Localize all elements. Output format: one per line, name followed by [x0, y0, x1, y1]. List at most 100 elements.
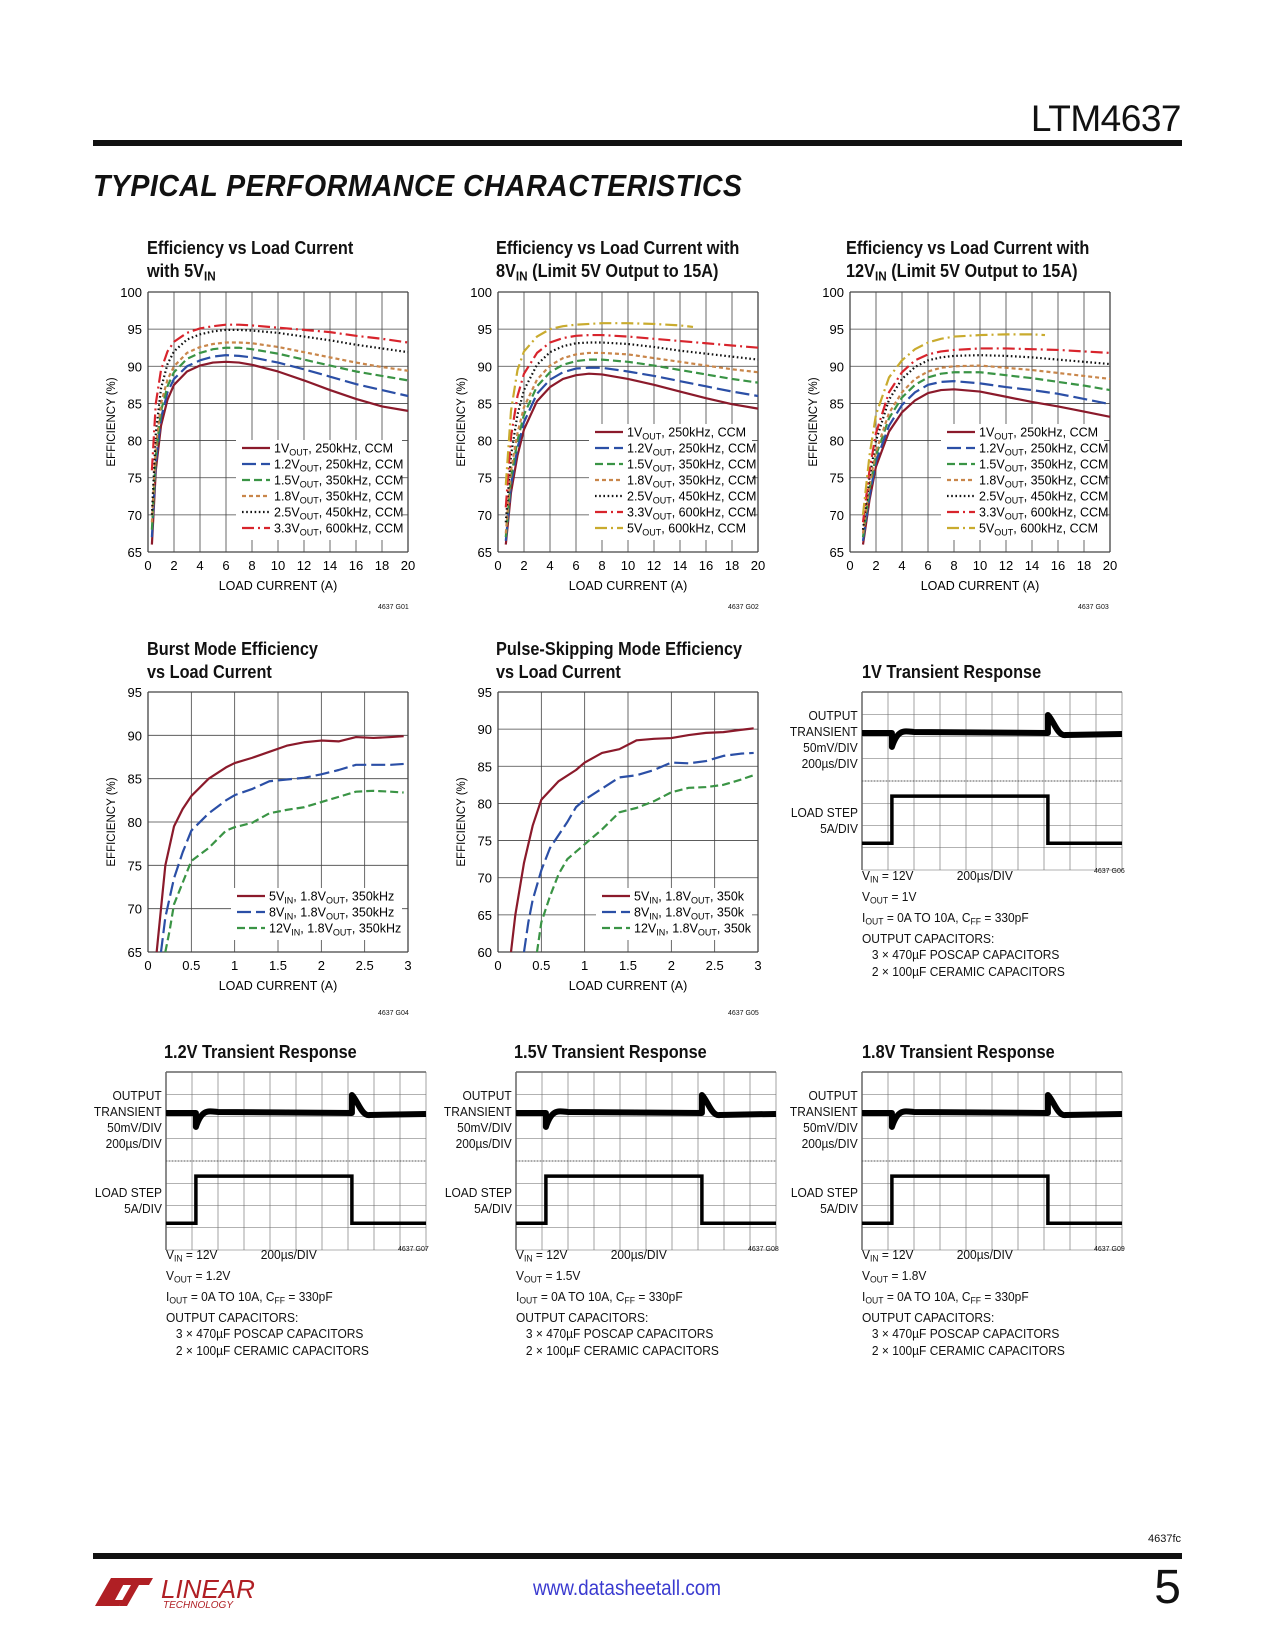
graph-id: 4637 G06 [1094, 868, 1125, 875]
iout-val: = 0A TO 10A, C [883, 909, 971, 925]
y-tick-label: 85 [830, 396, 844, 411]
x-tick-label: 0 [144, 958, 151, 973]
efficiency-chart: 0 0.5 1 1.5 2 2.5 3 60 65 70 75 80 85 90 95 5VIN, 1.8VO… [456, 685, 762, 993]
chart-title-line2: vs Load Current [147, 660, 318, 683]
caption-vout: VOUT = 1V [862, 889, 1065, 910]
series-line [150, 360, 409, 545]
y-axis-label: EFFICIENCY (%) [456, 777, 468, 866]
iout: I [862, 909, 866, 925]
caption-vin: VIN = 12V 200µs/DIV [166, 1247, 369, 1268]
y-axis-label: EFFICIENCY (%) [106, 377, 118, 466]
y-tick-label: 85 [128, 396, 142, 411]
caption-capacitors: 3 × 470µF POSCAP CAPACITORS [525, 1326, 714, 1342]
graph-id: 4637 G05 [728, 1010, 759, 1017]
x-tick-label: 16 [1051, 558, 1065, 573]
iout-val: = 0A TO 10A, C [537, 1288, 625, 1304]
y-tick-label: 70 [478, 871, 492, 886]
caption-capacitors: 2 × 100µF CERAMIC CAPACITORS [525, 1342, 719, 1358]
x-tick-label: 2 [520, 558, 527, 573]
scope-labels: LOAD STEP 5A/DIV [791, 1185, 858, 1217]
caption-vin: VIN = 12V 200µs/DIV [516, 1247, 719, 1268]
x-tick-label: 18 [1077, 558, 1091, 573]
legend-label: 3.3VOUT, 600kHz, CCM [979, 506, 1108, 522]
series-line [150, 346, 409, 530]
x-tick-label: 16 [699, 558, 713, 573]
legend-label: 1VOUT, 250kHz, CCM [274, 442, 393, 458]
scope-label: 200µs/DIV [455, 1136, 512, 1151]
legend-label: 2.5VOUT, 450kHz, CCM [627, 490, 756, 506]
series-line [504, 366, 759, 541]
scope-title: 1.2V Transient Response [164, 1041, 357, 1062]
series-line [504, 341, 759, 523]
y-tick-label: 65 [128, 545, 142, 560]
y-tick-label: 70 [478, 508, 492, 523]
chart-title: Pulse-Skipping Mode Efficiency vs Load Cu… [496, 637, 742, 683]
y-tick-label: 80 [128, 815, 142, 830]
x-axis-label: LOAD CURRENT (A) [219, 579, 338, 593]
legend-background [941, 424, 1104, 540]
scope-label: 50mV/DIV [457, 1120, 512, 1135]
scope-labels: OUTPUT TRANSIENT 50mV/DIV 200µs/DIV [790, 708, 858, 772]
chart-title-text: vs Load Current [496, 661, 621, 682]
caption-capacitors: 3 × 470µF POSCAP CAPACITORS [175, 1326, 364, 1342]
vout-val: = 1.2V [192, 1267, 231, 1283]
y-tick-label: 75 [128, 471, 142, 486]
scope-title: 1.8V Transient Response [862, 1041, 1055, 1062]
header-rule [93, 140, 1182, 146]
scope-label: 50mV/DIV [803, 740, 858, 755]
series-line [861, 371, 1111, 538]
legend-label: 8VIN, 1.8VOUT, 350kHz [269, 906, 394, 922]
legend-label: 5VIN, 1.8VOUT, 350k [634, 890, 745, 906]
iout-val: = 0A TO 10A, C [883, 1288, 971, 1304]
legend-background [236, 440, 402, 540]
chart-title-line2: 8VIN (Limit 5V Output to 15A) [496, 259, 739, 287]
y-tick-label: 85 [478, 759, 492, 774]
x-tick-label: 14 [323, 558, 337, 573]
legend-label: 1VOUT, 250kHz, CCM [627, 426, 746, 442]
scope-capture [861, 1071, 1123, 1251]
scope-label: 200µs/DIV [801, 756, 858, 771]
logo-sub: TECHNOLOGY [163, 1600, 234, 1611]
vout-sub: OUT [173, 1274, 193, 1286]
vin: V [862, 1247, 870, 1262]
y-tick-label: 100 [822, 285, 844, 300]
linear-logo: LINEAR TECHNOLOGY [93, 1574, 263, 1629]
legend-label: 1.2VOUT, 250kHz, CCM [979, 442, 1108, 458]
caption-capacitors: 2 × 100µF CERAMIC CAPACITORS [175, 1342, 369, 1358]
y-axis-label: EFFICIENCY (%) [808, 377, 820, 466]
y-tick-label: 90 [128, 728, 142, 743]
x-tick-label: 3 [404, 958, 411, 973]
x-tick-label: 0 [494, 558, 501, 573]
footer-url[interactable]: www.datasheetall.com [533, 1577, 722, 1600]
y-tick-label: 75 [128, 858, 142, 873]
part-number: LTM4637 [1030, 98, 1182, 139]
scope-labels: OUTPUT TRANSIENT 50mV/DIV 200µs/DIV [790, 1088, 858, 1152]
iout-sub: OUT [865, 916, 884, 928]
y-axis-label: EFFICIENCY (%) [106, 777, 118, 866]
cff-sub: FF [274, 1295, 286, 1307]
x-tick-label: 14 [1025, 558, 1039, 573]
output-trace [166, 1091, 427, 1130]
cff-val: = 330pF [981, 909, 1029, 925]
y-tick-label: 100 [470, 285, 492, 300]
chart-title: Efficiency vs Load Current with 5VIN [147, 236, 353, 287]
scope-caption: VIN = 12V 200µs/DIV VOUT = 1V IOUT = 0A TO … [862, 868, 1065, 980]
legend-label: 1.2VOUT, 250kHz, CCM [627, 442, 756, 458]
vin-val: = 12V [878, 868, 914, 883]
x-tick-label: 10 [621, 558, 635, 573]
legend-label: 5VOUT, 600kHz, CCM [979, 522, 1098, 538]
legend-label: 5VIN, 1.8VOUT, 350kHz [269, 890, 394, 906]
graph-id: 4637 G09 [1094, 1246, 1125, 1253]
x-tick-label: 2.5 [706, 958, 724, 973]
x-tick-label: 16 [349, 558, 363, 573]
x-tick-label: 2 [318, 958, 325, 973]
x-tick-label: 10 [271, 558, 285, 573]
chart-title-sub: IN [874, 268, 887, 284]
scope-label: OUTPUT [808, 1088, 858, 1103]
legend-label: 1.5VOUT, 350kHz, CCM [627, 458, 756, 474]
chart-title-line1: Efficiency vs Load Current with [496, 237, 740, 258]
legend-label: 1.5VOUT, 350kHz, CCM [979, 458, 1108, 474]
x-tick-label: 12 [297, 558, 311, 573]
y-tick-label: 80 [478, 434, 492, 449]
iout: I [166, 1288, 170, 1304]
